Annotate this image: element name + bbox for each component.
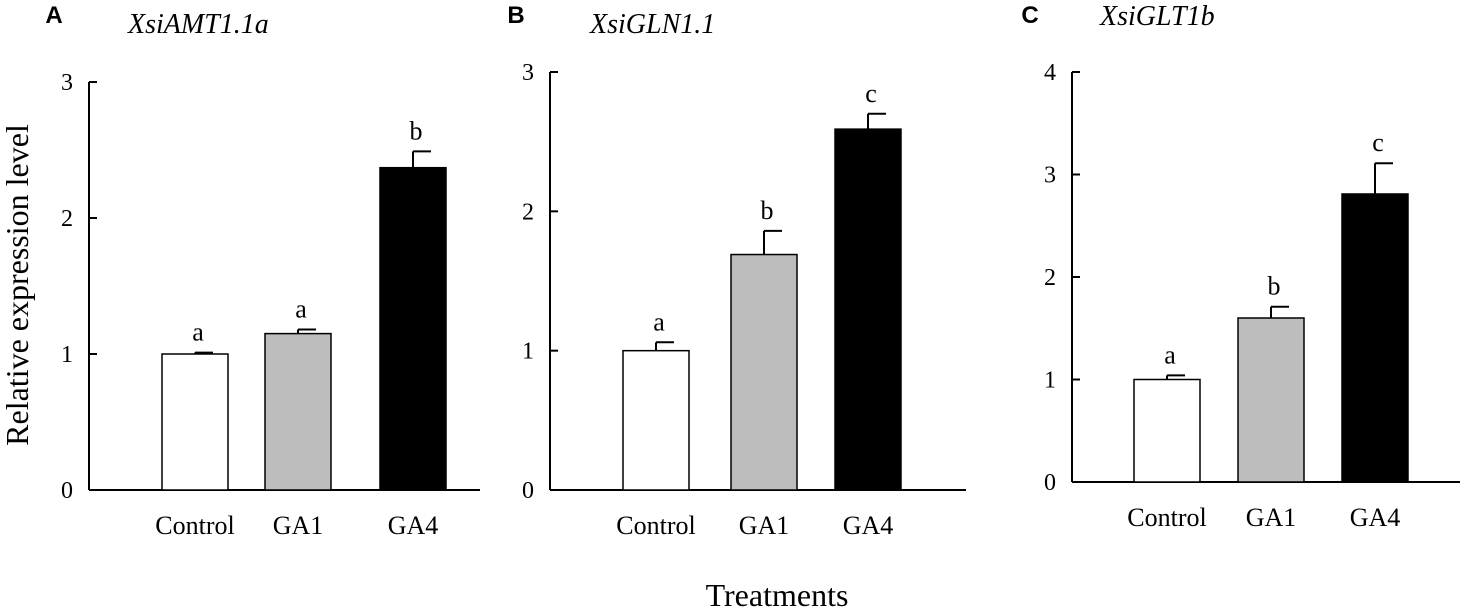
panel-title: XsiGLT1b	[1099, 1, 1215, 32]
category-label: GA1	[273, 511, 324, 540]
category-label: Control	[1127, 503, 1206, 532]
y-tick-label: 1	[522, 339, 534, 365]
panel-title: XsiGLN1.1	[589, 9, 715, 40]
significance-label: b	[1268, 272, 1281, 301]
category-label: GA4	[388, 511, 439, 540]
bar-ga1	[264, 332, 332, 491]
y-tick-label: 2	[1044, 265, 1056, 291]
category-label: Control	[155, 511, 234, 540]
y-tick-label: 3	[522, 60, 534, 86]
category-label: GA4	[1350, 503, 1401, 532]
x-axis-title: Treatments	[706, 577, 849, 609]
bar-control	[1133, 378, 1201, 483]
bar-control	[161, 353, 229, 491]
bar-ga1	[1237, 317, 1305, 483]
y-tick-label: 2	[61, 206, 73, 232]
y-tick-label: 0	[1044, 470, 1056, 496]
chart-panel-c: C XsiGLT1b 0 1 2 3 4 a Control b GA1 c GA4	[1021, 1, 1460, 532]
y-tick-label: 1	[1044, 368, 1056, 394]
significance-label: a	[295, 295, 307, 324]
chart-panel-a: A XsiAMT1.1a 0 1 2 3 a Control a GA1 b GA4	[45, 2, 480, 540]
category-label: GA1	[1246, 503, 1297, 532]
y-tick-label: 3	[61, 70, 73, 96]
chart-panel-b: B XsiGLN1.1 0 1 2 3 a Control b GA1 c GA4	[507, 2, 966, 540]
category-label: GA1	[739, 511, 790, 540]
significance-label: a	[192, 318, 204, 347]
bar-ga4	[834, 128, 902, 491]
significance-label: b	[761, 196, 774, 225]
y-tick-label: 1	[61, 342, 73, 368]
y-axis-title: Relative expression level	[0, 124, 35, 446]
y-tick-label: 4	[1044, 60, 1056, 86]
significance-label: b	[410, 116, 423, 145]
panel-letter: C	[1021, 2, 1038, 29]
significance-label: c	[1372, 128, 1384, 157]
panel-letter: B	[507, 2, 524, 29]
y-tick-label: 3	[1044, 163, 1056, 189]
category-label: Control	[616, 511, 695, 540]
y-tick-label: 0	[61, 478, 73, 504]
category-label: GA4	[843, 511, 894, 540]
y-tick-label: 0	[522, 478, 534, 504]
bar-ga1	[730, 253, 798, 491]
bar-ga4	[379, 166, 447, 491]
significance-label: a	[1164, 340, 1176, 369]
bar-ga4	[1341, 193, 1409, 483]
significance-label: c	[865, 79, 877, 108]
panel-letter: A	[45, 2, 62, 29]
panel-title: XsiAMT1.1a	[127, 9, 269, 40]
y-tick-label: 2	[522, 199, 534, 225]
chart-panels: A XsiAMT1.1a 0 1 2 3 a Control a GA1 b GA4 B XsiGLN1.…	[45, 1, 1460, 540]
significance-label: a	[653, 307, 665, 336]
bar-control	[622, 349, 690, 491]
